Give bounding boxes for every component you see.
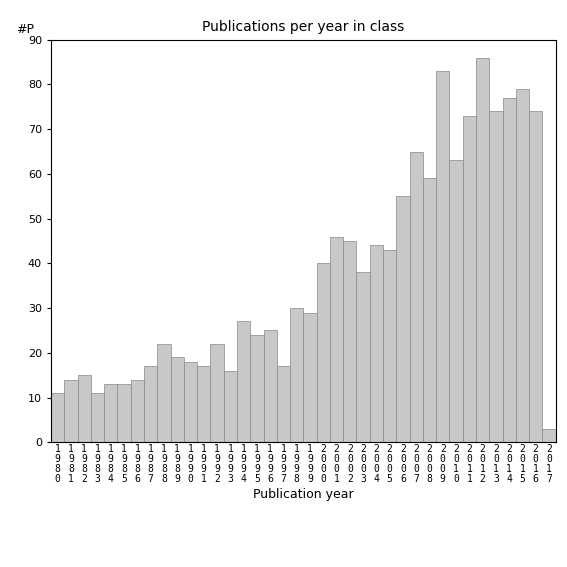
Bar (184, 362, 197, 442)
Bar (316, 263, 330, 442)
Bar (171, 357, 184, 442)
Bar (277, 366, 290, 442)
Bar (450, 160, 463, 442)
Bar (383, 250, 396, 442)
Bar (210, 344, 223, 442)
Bar (131, 380, 144, 442)
Bar (264, 331, 277, 442)
Bar (157, 344, 171, 442)
Bar (502, 98, 516, 442)
Bar (357, 272, 370, 442)
Bar (330, 236, 343, 442)
Bar (223, 371, 237, 442)
Bar (476, 58, 489, 442)
Bar (144, 366, 157, 442)
Bar (489, 111, 502, 442)
Bar (370, 246, 383, 442)
Bar (250, 335, 264, 442)
Bar (78, 375, 91, 442)
X-axis label: Publication year: Publication year (253, 488, 354, 501)
Bar (303, 312, 316, 442)
Bar (409, 151, 423, 442)
Title: Publications per year in class: Publications per year in class (202, 20, 404, 35)
Text: #P: #P (16, 23, 33, 36)
Bar (343, 241, 357, 442)
Bar (529, 111, 543, 442)
Bar (436, 71, 450, 442)
Bar (104, 384, 117, 442)
Bar (396, 196, 409, 442)
Bar (423, 179, 436, 442)
Bar (516, 89, 529, 442)
Bar (197, 366, 210, 442)
Bar (91, 393, 104, 442)
Bar (543, 429, 556, 442)
Bar (237, 321, 250, 442)
Bar (290, 308, 303, 442)
Bar (463, 116, 476, 442)
Bar (117, 384, 131, 442)
Bar (51, 393, 64, 442)
Bar (64, 380, 78, 442)
